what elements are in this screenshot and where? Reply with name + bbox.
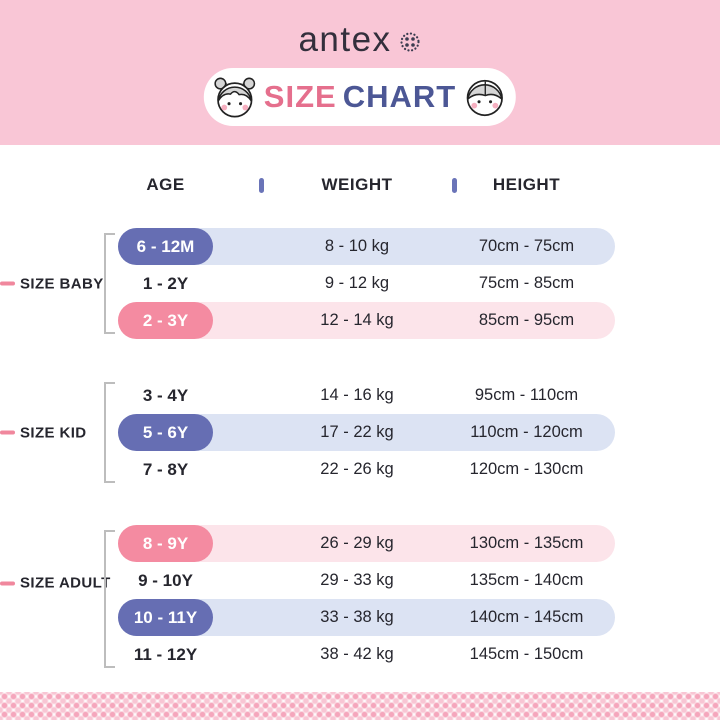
weight-value: 33 - 38 kg (320, 608, 394, 626)
group-label-baby: SIZE BABY (0, 275, 104, 292)
weight-value: 14 - 16 kg (320, 386, 394, 404)
height-value: 110cm - 120cm (470, 423, 583, 441)
age-value: 3 - 4Y (142, 385, 189, 405)
bottom-pattern-border (0, 692, 720, 720)
group-size-kid: SIZE KID 3 - 4Y 14 - 16 kg 95cm - 110cm … (0, 377, 720, 488)
age-value: 7 - 8Y (142, 459, 189, 479)
weight-value: 12 - 14 kg (320, 311, 394, 329)
height-value: 120cm - 130cm (469, 460, 584, 478)
height-value: 85cm - 95cm (478, 311, 575, 329)
age-value: 9 - 10Y (138, 570, 193, 590)
weight-value: 26 - 29 kg (320, 534, 394, 552)
table-row: 5 - 6Y 17 - 22 kg 110cm - 120cm (118, 414, 615, 451)
group-bracket (104, 382, 115, 483)
girl-face-icon (212, 74, 258, 120)
group-label-adult: SIZE ADULT (0, 575, 111, 592)
dash-icon (0, 581, 15, 585)
group-rows: 3 - 4Y 14 - 16 kg 95cm - 110cm 5 - 6Y 17… (118, 377, 615, 488)
dash-icon (0, 281, 15, 286)
brand-logo: antex (0, 20, 720, 60)
badge-word-size: SIZE (263, 79, 337, 114)
group-bracket (104, 530, 115, 668)
separator-bar-icon (259, 178, 264, 193)
weight-value: 9 - 12 kg (324, 274, 390, 292)
age-pill: 5 - 6Y (118, 414, 213, 451)
weight-value: 17 - 22 kg (320, 423, 394, 441)
column-header-age: AGE (146, 175, 185, 194)
group-rows: 6 - 12M 8 - 10 kg 70cm - 75cm 1 - 2Y 9 -… (118, 228, 615, 339)
age-value: 11 - 12Y (133, 644, 198, 664)
group-size-adult: SIZE ADULT 8 - 9Y 26 - 29 kg 130cm - 135… (0, 525, 720, 673)
table-row: 11 - 12Y 38 - 42 kg 145cm - 150cm (118, 636, 615, 673)
column-header-height: HEIGHT (492, 175, 561, 194)
age-pill: 8 - 9Y (118, 525, 213, 562)
height-value: 145cm - 150cm (469, 645, 584, 663)
table-row: 8 - 9Y 26 - 29 kg 130cm - 135cm (118, 525, 615, 562)
weight-value: 38 - 42 kg (320, 645, 394, 663)
table-row: 10 - 11Y 33 - 38 kg 140cm - 145cm (118, 599, 615, 636)
table-row: 9 - 10Y 29 - 33 kg 135cm - 140cm (118, 562, 615, 599)
table-row: 3 - 4Y 14 - 16 kg 95cm - 110cm (118, 377, 615, 414)
button-icon (398, 30, 422, 54)
badge-word-chart: CHART (342, 79, 457, 114)
weight-value: 8 - 10 kg (324, 237, 390, 255)
group-bracket (104, 233, 115, 334)
age-pill: 6 - 12M (118, 228, 213, 265)
age-pill: 10 - 11Y (118, 599, 213, 636)
brand-name: antex (298, 20, 392, 59)
height-value: 75cm - 85cm (478, 274, 575, 292)
table-row: 7 - 8Y 22 - 26 kg 120cm - 130cm (118, 451, 615, 488)
table-column-headers: AGE WEIGHT HEIGHT (118, 168, 615, 202)
height-value: 95cm - 110cm (474, 386, 579, 404)
height-value: 135cm - 140cm (469, 571, 584, 589)
table-row: 6 - 12M 8 - 10 kg 70cm - 75cm (118, 228, 615, 265)
dash-icon (0, 430, 15, 435)
size-chart-badge: SIZE CHART (203, 68, 517, 126)
group-rows: 8 - 9Y 26 - 29 kg 130cm - 135cm 9 - 10Y … (118, 525, 615, 673)
boy-face-icon (462, 74, 508, 120)
separator-bar-icon (452, 178, 457, 193)
height-value: 70cm - 75cm (478, 237, 575, 255)
column-header-weight: WEIGHT (321, 175, 393, 194)
group-label-kid: SIZE KID (0, 424, 87, 441)
height-value: 140cm - 145cm (469, 608, 584, 626)
age-value: 1 - 2Y (142, 273, 189, 293)
age-pill: 2 - 3Y (118, 302, 213, 339)
weight-value: 29 - 33 kg (320, 571, 394, 589)
table-row: 1 - 2Y 9 - 12 kg 75cm - 85cm (118, 265, 615, 302)
table-row: 2 - 3Y 12 - 14 kg 85cm - 95cm (118, 302, 615, 339)
weight-value: 22 - 26 kg (320, 460, 394, 478)
header-banner: antex (0, 0, 720, 145)
group-size-baby: SIZE BABY 6 - 12M 8 - 10 kg 70cm - 75cm … (0, 228, 720, 339)
height-value: 130cm - 135cm (469, 534, 584, 552)
